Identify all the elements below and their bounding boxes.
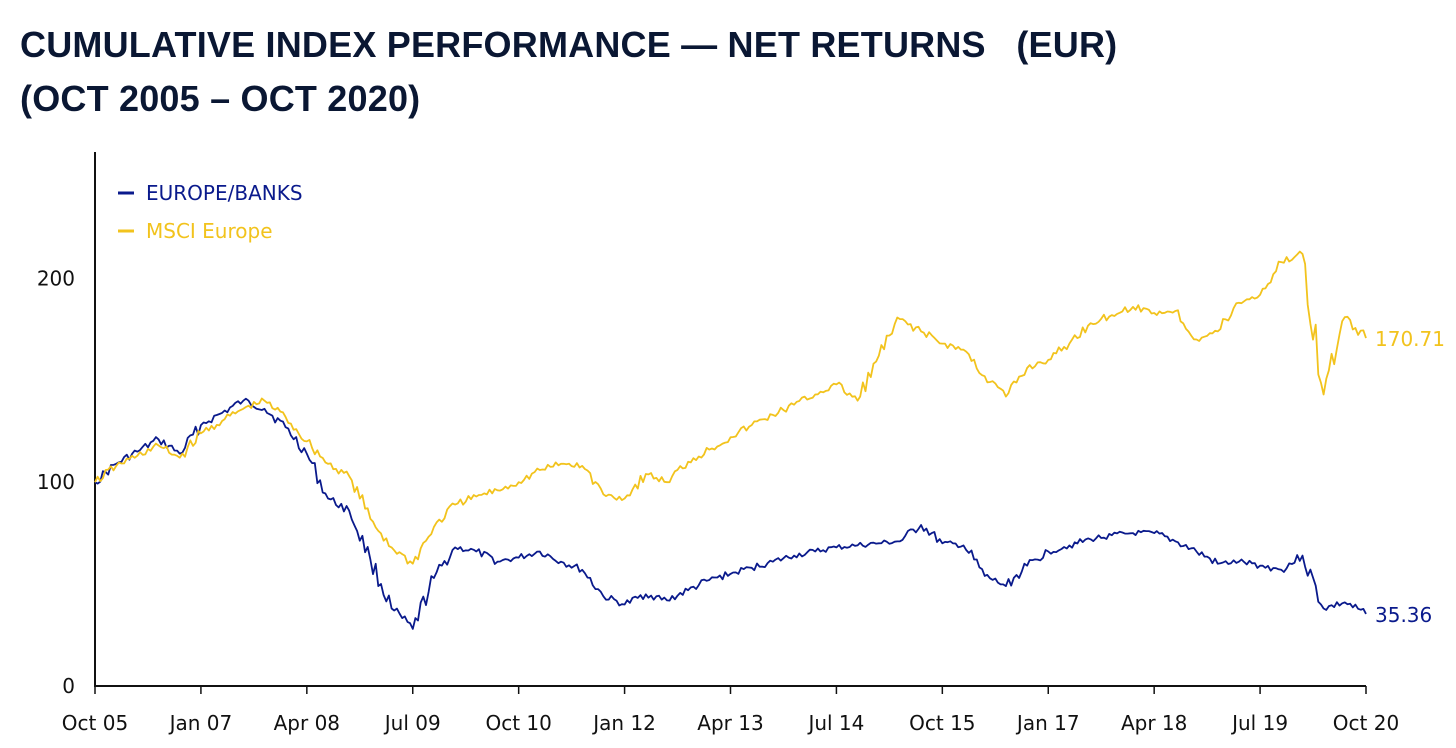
end-value-label: 170.71 [1375,327,1445,351]
legend: EUROPE/BANKS MSCI Europe [118,181,303,243]
x-tick-label: Jan 17 [1015,711,1080,735]
x-axis-ticks: Oct 05 Jan 07 Apr 08 Jul 09 Oct 10 Jan 12 Apr … [62,686,1399,735]
x-tick-label: Oct 15 [909,711,975,735]
y-tick-label: 0 [62,674,75,698]
y-tick-label: 200 [37,266,75,290]
title-line-2: (OCT 2005 – OCT 2020) [20,78,421,119]
chart-title: CUMULATIVE INDEX PERFORMANCE — NET RETUR… [20,18,1117,126]
x-tick-label: Jul 19 [1230,711,1288,735]
y-axis-ticks: 0 100 200 [37,266,75,698]
x-tick-label: Apr 08 [274,711,340,735]
x-tick-label: Apr 18 [1121,711,1187,735]
y-tick-label: 100 [37,470,75,494]
x-tick-label: Jul 14 [806,711,864,735]
x-tick-label: Jan 12 [591,711,656,735]
series-line-europe-banks [94,397,1367,630]
series-line-msci-europe [94,250,1367,565]
end-value-label: 35.36 [1375,603,1432,627]
x-tick-label: Oct 10 [485,711,551,735]
x-tick-label: Jan 07 [168,711,233,735]
end-labels: 35.36 170.71 [1375,327,1445,627]
x-tick-label: Oct 05 [62,711,128,735]
series-lines [94,250,1367,630]
axes [94,152,1366,687]
legend-entry: EUROPE/BANKS [146,181,303,205]
x-tick-label: Oct 20 [1333,711,1399,735]
legend-entry: MSCI Europe [146,219,273,243]
x-tick-label: Apr 13 [697,711,763,735]
title-line-1: CUMULATIVE INDEX PERFORMANCE — NET RETUR… [20,24,1118,65]
x-tick-label: Jul 09 [383,711,441,735]
